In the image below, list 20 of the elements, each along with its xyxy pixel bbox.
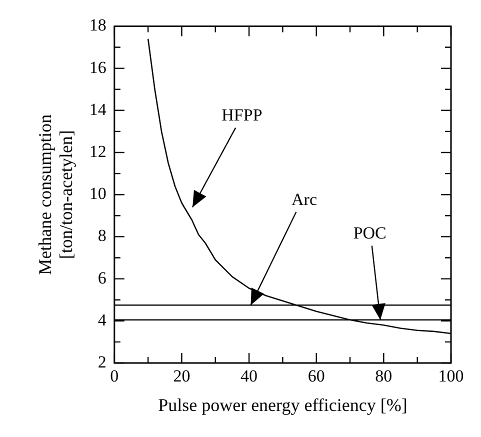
x-tick-label: 100 xyxy=(438,366,464,386)
y-tick-label: 2 xyxy=(98,352,106,372)
x-tick-label: 20 xyxy=(173,366,190,386)
x-tick-label: 60 xyxy=(308,366,325,386)
annotation: HFPP xyxy=(222,106,262,125)
y-axis-title: Methane consumption [ton/ton-acetylen] xyxy=(35,114,76,275)
y-tick-label: 6 xyxy=(98,268,106,288)
x-axis-title: Pulse power energy efficiency [%] xyxy=(158,394,408,415)
x-tick-label: 0 xyxy=(110,366,119,386)
x-tick-label: 40 xyxy=(240,366,258,386)
y-tick-label: 8 xyxy=(98,226,106,246)
y-tick-label: 18 xyxy=(89,16,106,35)
x-tick-label: 80 xyxy=(375,366,392,386)
y-tick-label: 12 xyxy=(89,142,106,161)
y-tick-label: 14 xyxy=(89,100,107,119)
y-tick-label: 4 xyxy=(98,310,107,330)
y-tick-label: 10 xyxy=(89,184,106,204)
annotation: POC xyxy=(353,224,386,243)
annotation: Arc xyxy=(292,190,318,209)
y-tick-label: 16 xyxy=(89,58,106,77)
